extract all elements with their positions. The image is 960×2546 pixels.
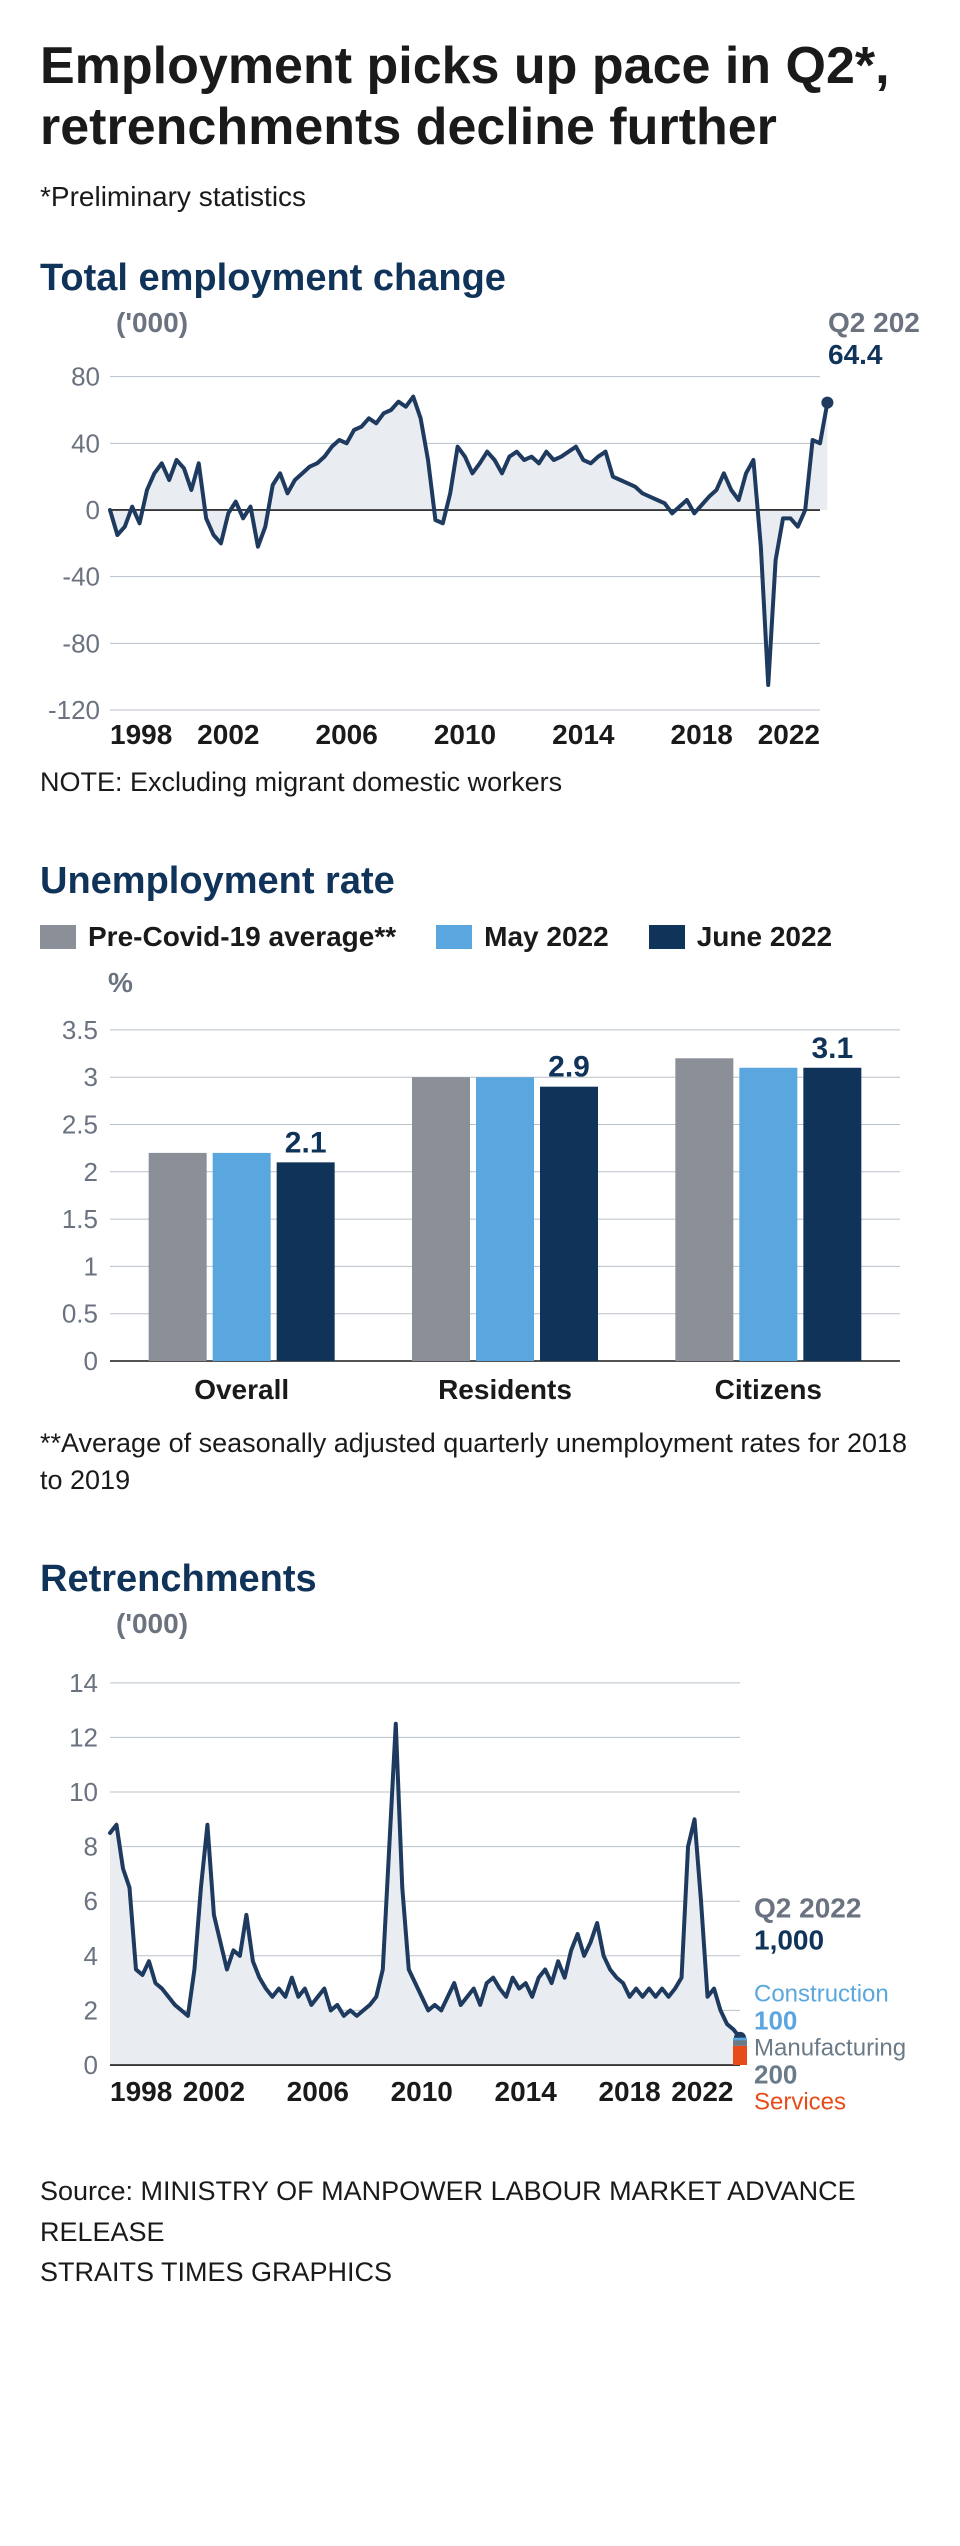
svg-text:2: 2 (84, 1157, 98, 1187)
svg-text:Overall: Overall (194, 1374, 289, 1405)
unemployment-chart: 0 0.5 1 1.5 2 2.5 3 3.5 2.1 Overall 2.9 Residents 3.… (40, 1001, 920, 1411)
svg-text:2002: 2002 (183, 2076, 245, 2107)
svg-text:('000): ('000) (116, 1611, 188, 1639)
svg-text:-120: -120 (48, 695, 100, 725)
svg-text:Q2 2022: Q2 2022 (754, 1893, 861, 1924)
svg-text:2018: 2018 (671, 719, 733, 750)
svg-text:2.9: 2.9 (548, 1051, 590, 1084)
legend-item: May 2022 (436, 921, 609, 953)
svg-text:1998: 1998 (110, 719, 172, 750)
svg-text:12: 12 (69, 1722, 98, 1752)
legend-swatch (436, 925, 472, 949)
svg-text:2006: 2006 (287, 2076, 349, 2107)
svg-text:Manufacturing: Manufacturing (754, 2035, 906, 2062)
legend-label: Pre-Covid-19 average** (88, 921, 396, 953)
svg-text:14: 14 (69, 1668, 98, 1698)
svg-text:Q2 2022: Q2 2022 (828, 310, 920, 338)
employment-change-chart: ('000) -120 -80 -40 0 40 80 Q2 202264.4 1998 2002… (40, 310, 920, 750)
svg-text:0: 0 (84, 2050, 98, 2080)
svg-text:3: 3 (84, 1062, 98, 1092)
svg-text:-40: -40 (62, 561, 100, 591)
svg-text:2010: 2010 (391, 2076, 453, 2107)
svg-text:2010: 2010 (434, 719, 496, 750)
svg-text:0.5: 0.5 (62, 1299, 98, 1329)
retrenchments-section: Retrenchments ('000) 0 2 4 6 8 10 12 14 Q2 20221,… (40, 1558, 920, 2111)
svg-text:2002: 2002 (197, 719, 259, 750)
svg-text:Construction: Construction (754, 1981, 889, 2008)
svg-text:2014: 2014 (552, 719, 615, 750)
svg-text:1.5: 1.5 (62, 1204, 98, 1234)
svg-text:10: 10 (69, 1777, 98, 1807)
svg-text:0: 0 (84, 1346, 98, 1376)
svg-text:2014: 2014 (495, 2076, 558, 2107)
chart2-note: **Average of seasonally adjusted quarter… (40, 1425, 920, 1498)
chart1-title: Total employment change (40, 257, 920, 300)
legend-item: June 2022 (649, 921, 832, 953)
svg-text:40: 40 (71, 428, 100, 458)
svg-text:200: 200 (754, 2060, 797, 2090)
chart3-title: Retrenchments (40, 1558, 920, 1601)
svg-text:2018: 2018 (598, 2076, 660, 2107)
svg-text:2022: 2022 (758, 719, 820, 750)
svg-text:4: 4 (84, 1941, 98, 1971)
svg-text:6: 6 (84, 1886, 98, 1916)
legend-swatch (649, 925, 685, 949)
svg-text:0: 0 (86, 495, 100, 525)
svg-text:Services: Services (754, 2089, 846, 2111)
svg-text:Residents: Residents (438, 1374, 572, 1405)
svg-text:-80: -80 (62, 628, 100, 658)
svg-text:1998: 1998 (110, 2076, 172, 2107)
retrenchments-chart: ('000) 0 2 4 6 8 10 12 14 Q2 20221,000 Constructio… (40, 1611, 920, 2111)
chart1-note: NOTE: Excluding migrant domestic workers (40, 764, 920, 800)
legend-label: May 2022 (484, 921, 609, 953)
main-title: Employment picks up pace in Q2*, retrenc… (40, 36, 920, 159)
svg-text:8: 8 (84, 1832, 98, 1862)
svg-text:1: 1 (84, 1252, 98, 1282)
employment-change-section: Total employment change ('000) -120 -80 -40… (40, 257, 920, 800)
chart2-unit: % (108, 967, 920, 999)
chart2-legend: Pre-Covid-19 average** May 2022 June 2022 (40, 921, 920, 953)
svg-text:2022: 2022 (671, 2076, 733, 2107)
svg-text:1,000: 1,000 (754, 1925, 824, 1956)
legend-item: Pre-Covid-19 average** (40, 921, 396, 953)
svg-text:Citizens: Citizens (715, 1374, 822, 1405)
chart2-title: Unemployment rate (40, 860, 920, 903)
preliminary-note: *Preliminary statistics (40, 181, 920, 213)
legend-label: June 2022 (697, 921, 832, 953)
svg-text:100: 100 (754, 2006, 797, 2036)
svg-text:3.1: 3.1 (811, 1032, 853, 1065)
legend-swatch (40, 925, 76, 949)
svg-text:('000): ('000) (116, 310, 188, 338)
source-line2: STRAITS TIMES GRAPHICS (40, 2257, 392, 2287)
svg-text:2006: 2006 (316, 719, 378, 750)
svg-text:2.5: 2.5 (62, 1110, 98, 1140)
svg-text:80: 80 (71, 361, 100, 391)
svg-text:2.1: 2.1 (285, 1127, 327, 1160)
source-text: Source: MINISTRY OF MANPOWER LABOUR MARK… (40, 2171, 920, 2293)
svg-text:64.4: 64.4 (828, 339, 883, 370)
unemployment-section: Unemployment rate Pre-Covid-19 average**… (40, 860, 920, 1498)
source-line1: Source: MINISTRY OF MANPOWER LABOUR MARK… (40, 2176, 856, 2247)
svg-text:2: 2 (84, 1995, 98, 2025)
svg-text:3.5: 3.5 (62, 1015, 98, 1045)
